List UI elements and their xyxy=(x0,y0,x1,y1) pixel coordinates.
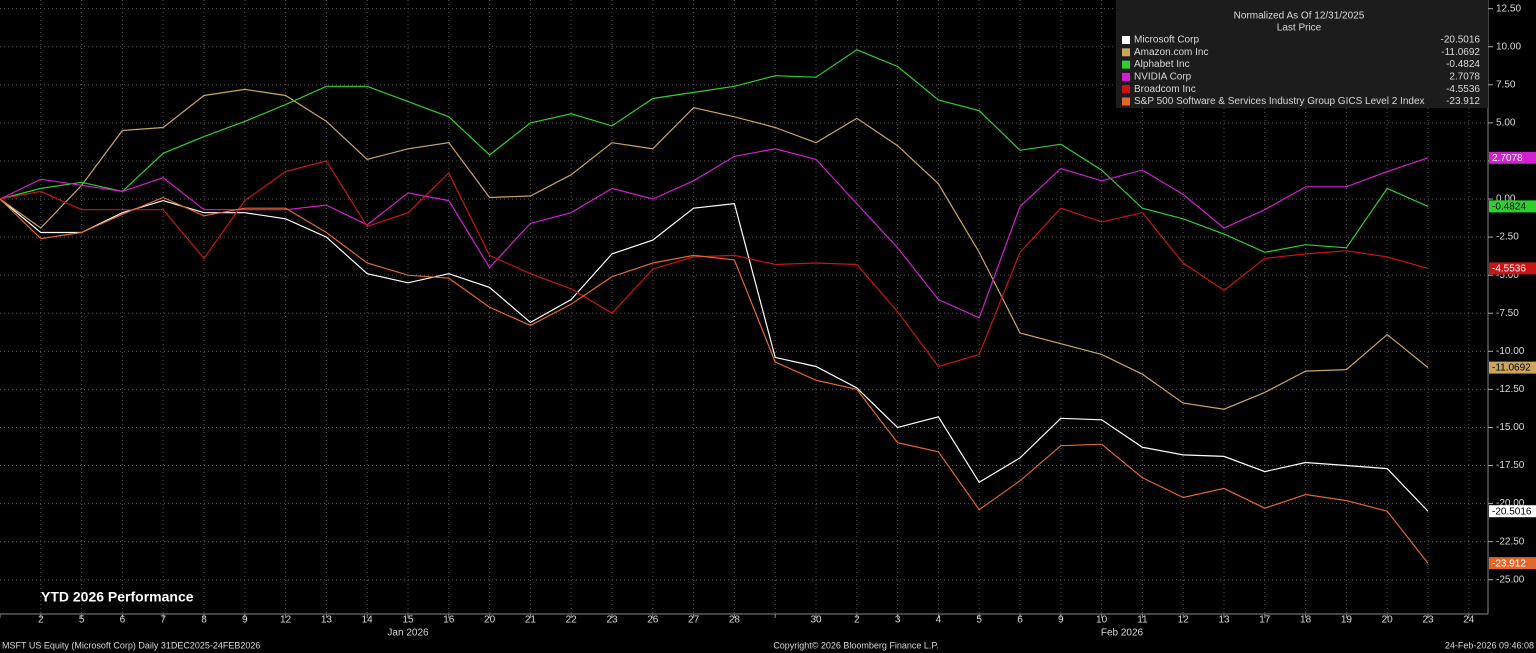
x-tick-label: 27 xyxy=(688,615,700,626)
legend-label: Microsoft Corp xyxy=(1134,35,1199,46)
x-tick-label: 15 xyxy=(402,615,414,626)
last-value-label: -0.4824 xyxy=(1492,202,1526,213)
x-tick-label: 13 xyxy=(1218,615,1230,626)
legend-swatch xyxy=(1122,97,1130,106)
y-tick-label: -22.50 xyxy=(1496,536,1525,547)
legend-subtitle: Last Price xyxy=(1277,23,1322,34)
legend-value: -0.4824 xyxy=(1446,59,1480,70)
x-tick-label: 12 xyxy=(280,615,292,626)
legend-swatch xyxy=(1122,36,1130,44)
series-line xyxy=(0,198,1429,512)
y-tick-label: -10.00 xyxy=(1496,346,1525,357)
x-tick-label: 9 xyxy=(242,615,248,626)
last-value-tag xyxy=(1489,361,1536,374)
legend-swatch xyxy=(1122,85,1130,94)
last-value-tag xyxy=(1489,151,1536,164)
x-tick-label: 30 xyxy=(810,615,822,626)
x-tick-label: 17 xyxy=(1259,615,1271,626)
x-tick-label: 6 xyxy=(120,615,126,626)
last-value-tag xyxy=(1489,262,1536,275)
y-tick-label: -7.50 xyxy=(1496,308,1519,319)
footer-left: MSFT US Equity (Microsoft Corp) Daily 31… xyxy=(2,640,260,650)
series-line xyxy=(0,49,1429,253)
last-value-label: 2.7078 xyxy=(1492,153,1523,164)
y-tick-label: -25.00 xyxy=(1496,574,1525,585)
grid xyxy=(0,0,1488,614)
y-tick-label: 7.50 xyxy=(1496,79,1516,90)
x-tick-label: 23 xyxy=(1422,615,1434,626)
last-value-tag xyxy=(1489,505,1536,518)
x-tick-label: 6 xyxy=(1017,615,1023,626)
lines xyxy=(0,49,1429,564)
y-tick-label: -20.00 xyxy=(1496,498,1525,509)
x-tick-label: 26 xyxy=(647,615,659,626)
y-tick-label: 0.00 xyxy=(1496,194,1516,205)
series-line xyxy=(0,196,1429,564)
legend-swatch xyxy=(1122,60,1130,69)
series-line xyxy=(0,160,1429,368)
x-tick-label: 19 xyxy=(1341,615,1353,626)
last-value-label: -11.0692 xyxy=(1492,363,1531,374)
legend-value: -20.5016 xyxy=(1441,35,1481,46)
x-tick-label: 23 xyxy=(606,615,618,626)
x-tick-label: 13 xyxy=(321,615,333,626)
legend-swatch xyxy=(1122,72,1130,81)
legend-value: -11.0692 xyxy=(1441,47,1480,58)
series-line xyxy=(0,88,1429,410)
x-tick-label: 5 xyxy=(976,615,982,626)
x-tick-label: 18 xyxy=(1300,615,1312,626)
x-tick-label: 20 xyxy=(484,615,496,626)
legend-label: Amazon.com Inc xyxy=(1134,47,1208,58)
y-tick-label: -17.50 xyxy=(1496,460,1525,471)
legend-title: Normalized As Of 12/31/2025 xyxy=(1234,11,1365,22)
y-tick-label: -15.00 xyxy=(1496,422,1525,433)
x-tick-label: 9 xyxy=(1058,615,1064,626)
legend-label: NVIDIA Corp xyxy=(1134,72,1192,83)
x-tick-label: 7 xyxy=(160,615,166,626)
x-tick-label: 2 xyxy=(854,615,860,626)
month-label: Feb 2026 xyxy=(1101,628,1144,639)
x-tick-label: 28 xyxy=(729,615,741,626)
y-tick-label: 10.00 xyxy=(1496,41,1521,52)
y-tick-label: 5.00 xyxy=(1496,118,1516,129)
last-value-tag xyxy=(1489,557,1536,570)
footer-center: Copyright© 2026 Bloomberg Finance L.P. xyxy=(773,640,939,650)
x-tick-label: 22 xyxy=(566,615,578,626)
legend-label: Alphabet Inc xyxy=(1134,59,1190,70)
legend-swatch xyxy=(1122,48,1130,57)
legend-label: S&P 500 Software & Services Industry Gro… xyxy=(1134,96,1425,107)
y-tick-label: -5.00 xyxy=(1496,270,1519,281)
legend-value: -4.5536 xyxy=(1446,84,1480,95)
x-tick-label: 4 xyxy=(936,615,942,626)
legend-label: Broadcom Inc xyxy=(1134,84,1196,95)
x-tick-label: 20 xyxy=(1382,615,1394,626)
last-value-label: -20.5016 xyxy=(1492,506,1532,517)
month-label: Jan 2026 xyxy=(387,628,429,639)
footer-right: 24-Feb-2026 09:46:08 xyxy=(1445,640,1534,650)
x-tick-label: 11 xyxy=(1137,615,1148,626)
y-tick-label: -12.50 xyxy=(1496,384,1525,395)
x-tick-label: 16 xyxy=(443,615,455,626)
x-tick-label: 8 xyxy=(201,615,207,626)
legend-value: 2.7078 xyxy=(1449,72,1480,83)
last-value-tag xyxy=(1489,200,1536,213)
x-tick-label: 12 xyxy=(1178,615,1190,626)
x-tick-label: 24 xyxy=(1463,615,1475,626)
x-tick-label: 14 xyxy=(362,615,374,626)
x-tick-label: 10 xyxy=(1096,615,1108,626)
overlay: 12.5010.007.505.002.500.00-2.50-5.00-7.5… xyxy=(0,3,1536,639)
legend-value: -23.912 xyxy=(1446,96,1480,107)
x-tick-label: 5 xyxy=(79,615,85,626)
annotation: YTD 2026 Performance xyxy=(41,589,194,605)
legend-box xyxy=(1116,0,1488,108)
y-tick-label: 12.50 xyxy=(1496,3,1521,14)
x-tick-label: 21 xyxy=(525,615,537,626)
last-value-label: -23.912 xyxy=(1492,558,1526,569)
x-tick-label: 3 xyxy=(895,615,901,626)
x-tick-label: 2 xyxy=(38,615,44,626)
y-tick-label: -2.50 xyxy=(1496,232,1519,243)
last-value-label: -4.5536 xyxy=(1492,264,1526,275)
